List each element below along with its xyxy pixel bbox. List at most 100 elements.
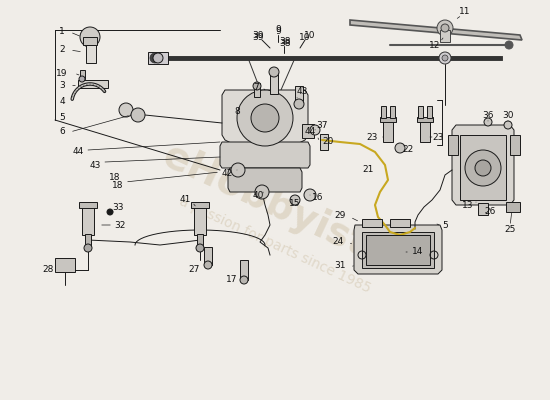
Polygon shape (354, 225, 442, 274)
Text: 28: 28 (42, 266, 54, 274)
Bar (254, 83, 260, 97)
Polygon shape (148, 52, 168, 64)
Bar (506, 202, 520, 212)
Circle shape (196, 244, 204, 252)
Bar (82, 205, 94, 235)
Text: 33: 33 (112, 204, 124, 212)
Polygon shape (452, 125, 514, 205)
Circle shape (290, 195, 300, 205)
Text: 26: 26 (485, 208, 496, 216)
Circle shape (80, 27, 100, 47)
Polygon shape (510, 135, 520, 155)
Text: 32: 32 (114, 220, 126, 230)
Text: 13: 13 (462, 200, 474, 210)
Circle shape (395, 143, 405, 153)
Text: 25: 25 (504, 226, 516, 234)
Text: 10: 10 (304, 30, 316, 40)
Text: 38: 38 (279, 36, 291, 46)
Text: 40: 40 (252, 190, 263, 200)
Circle shape (253, 82, 261, 90)
Bar (460, 135, 506, 200)
Bar (83, 37, 97, 45)
Bar (240, 260, 248, 280)
Polygon shape (222, 90, 308, 145)
Text: 39: 39 (252, 30, 264, 40)
Circle shape (310, 125, 320, 135)
Circle shape (439, 52, 451, 64)
Text: 8: 8 (234, 108, 240, 116)
Bar (194, 205, 206, 235)
Circle shape (240, 276, 248, 284)
Text: 17: 17 (226, 276, 238, 284)
Text: 21: 21 (362, 166, 373, 174)
Text: 23: 23 (366, 132, 378, 142)
Bar (85, 234, 91, 248)
Text: 6: 6 (59, 128, 65, 136)
Bar (362, 232, 434, 268)
Circle shape (204, 261, 212, 269)
Circle shape (119, 103, 133, 117)
Bar (55, 258, 75, 272)
Circle shape (505, 41, 513, 49)
Polygon shape (228, 168, 302, 192)
Text: 27: 27 (188, 266, 200, 274)
Text: 44: 44 (73, 148, 84, 156)
Circle shape (269, 67, 279, 77)
Text: eHobbyists: eHobbyists (156, 136, 394, 274)
Bar (417, 117, 433, 122)
Text: 39: 39 (252, 32, 264, 42)
Bar (204, 247, 212, 265)
Circle shape (437, 20, 453, 36)
Bar (420, 120, 430, 142)
Text: 30: 30 (502, 110, 514, 120)
Circle shape (107, 209, 113, 215)
Bar (366, 235, 430, 265)
Text: 42: 42 (221, 170, 233, 178)
Polygon shape (78, 80, 108, 88)
Text: a passion for parts since 1985: a passion for parts since 1985 (177, 194, 373, 296)
Text: 38: 38 (279, 38, 291, 48)
Bar (381, 106, 386, 118)
Text: 2: 2 (59, 46, 65, 54)
Circle shape (255, 185, 269, 199)
Bar (295, 86, 303, 104)
Circle shape (304, 189, 316, 201)
Circle shape (84, 244, 92, 252)
Circle shape (294, 99, 304, 109)
Circle shape (237, 90, 293, 146)
Text: 7: 7 (253, 82, 259, 92)
Circle shape (153, 53, 163, 63)
Text: 14: 14 (412, 248, 424, 256)
Bar (80, 70, 85, 79)
Circle shape (131, 108, 145, 122)
Text: 12: 12 (430, 40, 441, 50)
Text: 9: 9 (275, 26, 281, 34)
Text: 5: 5 (59, 114, 65, 122)
Text: 18: 18 (112, 180, 124, 190)
Text: 36: 36 (482, 110, 494, 120)
Text: 20: 20 (322, 138, 334, 146)
Bar (440, 30, 450, 42)
Polygon shape (220, 142, 310, 168)
Bar (320, 134, 328, 150)
Text: 29: 29 (334, 210, 346, 220)
Text: 10: 10 (299, 32, 311, 42)
Circle shape (231, 163, 245, 177)
Text: 18: 18 (109, 174, 121, 182)
Text: 15: 15 (289, 198, 301, 208)
Circle shape (504, 121, 512, 129)
Bar (79, 202, 97, 208)
Text: 4: 4 (59, 98, 65, 106)
Text: 37: 37 (316, 120, 328, 130)
Bar (270, 72, 278, 94)
Polygon shape (448, 135, 458, 155)
Text: 43: 43 (89, 160, 101, 170)
Bar (302, 124, 314, 138)
Circle shape (79, 76, 85, 82)
Bar (380, 117, 396, 122)
Circle shape (465, 150, 501, 186)
Bar (86, 45, 96, 63)
Text: 23: 23 (432, 132, 444, 142)
Text: 31: 31 (334, 260, 346, 270)
Text: 44: 44 (304, 128, 316, 136)
